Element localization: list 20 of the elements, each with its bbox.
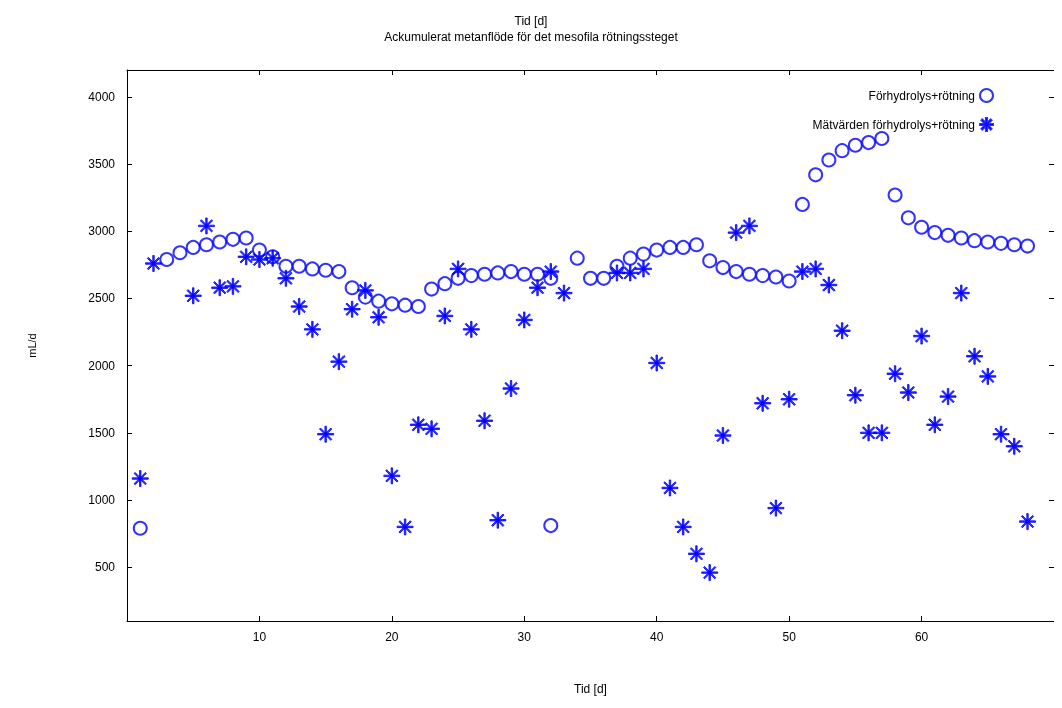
legend-label: Mätvärden förhydrolys+rötning <box>812 117 975 132</box>
y-tick-label: 2000 <box>88 358 116 373</box>
y-tick-label: 1500 <box>88 425 116 440</box>
y-axis-title: mL/d <box>25 333 38 358</box>
y-tick-label: 3000 <box>88 224 116 239</box>
y-tick-label: 1000 <box>88 493 116 508</box>
y-tick-label: 500 <box>94 560 116 575</box>
x-tick-label: 20 <box>385 630 399 644</box>
y-tick-label: 3500 <box>88 157 116 172</box>
y-tick-label: 4000 <box>88 89 116 104</box>
x-tick-label: 10 <box>252 630 267 644</box>
x-tick-label: 60 <box>914 630 929 644</box>
y-tick-label: 2500 <box>88 291 116 306</box>
x-axis-title: Tid [d] <box>574 682 607 696</box>
chart-title: Tid [d] <box>514 14 548 28</box>
legend-label: Förhydrolys+rötning <box>868 88 975 103</box>
chart-subtitle: Ackumulerat metanflöde för det mesofila rötningssteget <box>384 30 679 44</box>
x-tick-label: 50 <box>782 630 797 644</box>
x-tick-label: 40 <box>650 630 664 644</box>
x-tick-label: 30 <box>517 630 532 644</box>
